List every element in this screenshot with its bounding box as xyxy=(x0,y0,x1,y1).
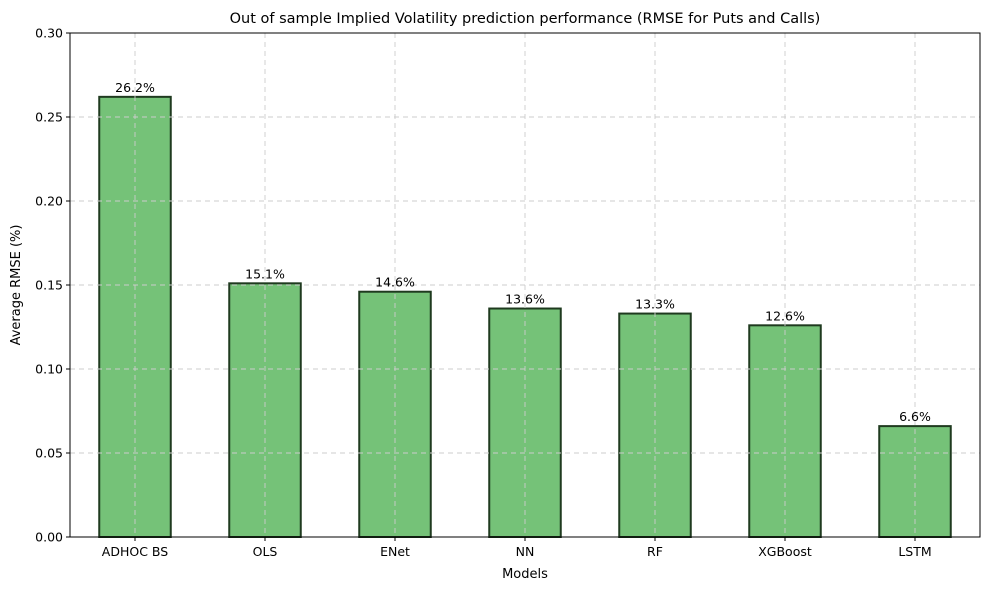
y-tick-label: 0.25 xyxy=(35,110,63,125)
bar-value-label: 13.6% xyxy=(505,292,545,307)
bar-value-label: 14.6% xyxy=(375,275,415,290)
x-axis-label: Models xyxy=(502,567,548,582)
x-tick-label: NN xyxy=(516,544,535,559)
x-tick-label: ENet xyxy=(380,544,410,559)
chart-title: Out of sample Implied Volatility predict… xyxy=(230,11,821,27)
x-tick-label: RF xyxy=(647,544,663,559)
y-tick-label: 0.00 xyxy=(35,530,63,545)
y-tick-label: 0.15 xyxy=(35,278,63,293)
y-axis-label: Average RMSE (%) xyxy=(9,225,24,346)
y-tick-label: 0.05 xyxy=(35,446,63,461)
bar-value-label: 6.6% xyxy=(899,409,931,424)
x-tick-label: ADHOC BS xyxy=(102,544,168,559)
y-tick-label: 0.30 xyxy=(35,26,63,41)
x-tick-label: OLS xyxy=(253,544,278,559)
bar-value-label: 12.6% xyxy=(765,308,805,323)
x-tick-label: LSTM xyxy=(898,544,931,559)
x-tick-label: XGBoost xyxy=(758,544,812,559)
axis-ticks: 0.00 0.05 0.10 0.15 0.20 0.25 0.30 ADHOC BS OLS E… xyxy=(35,26,932,560)
y-tick-label: 0.10 xyxy=(35,362,63,377)
bar-value-label: 13.3% xyxy=(635,297,675,312)
data-labels: 26.2% 15.1% 14.6% 13.6% 13.3% 12.6% 6.6% xyxy=(115,80,931,424)
y-tick-label: 0.20 xyxy=(35,194,63,209)
bar-value-label: 15.1% xyxy=(245,266,285,281)
bar-value-label: 26.2% xyxy=(115,80,155,95)
